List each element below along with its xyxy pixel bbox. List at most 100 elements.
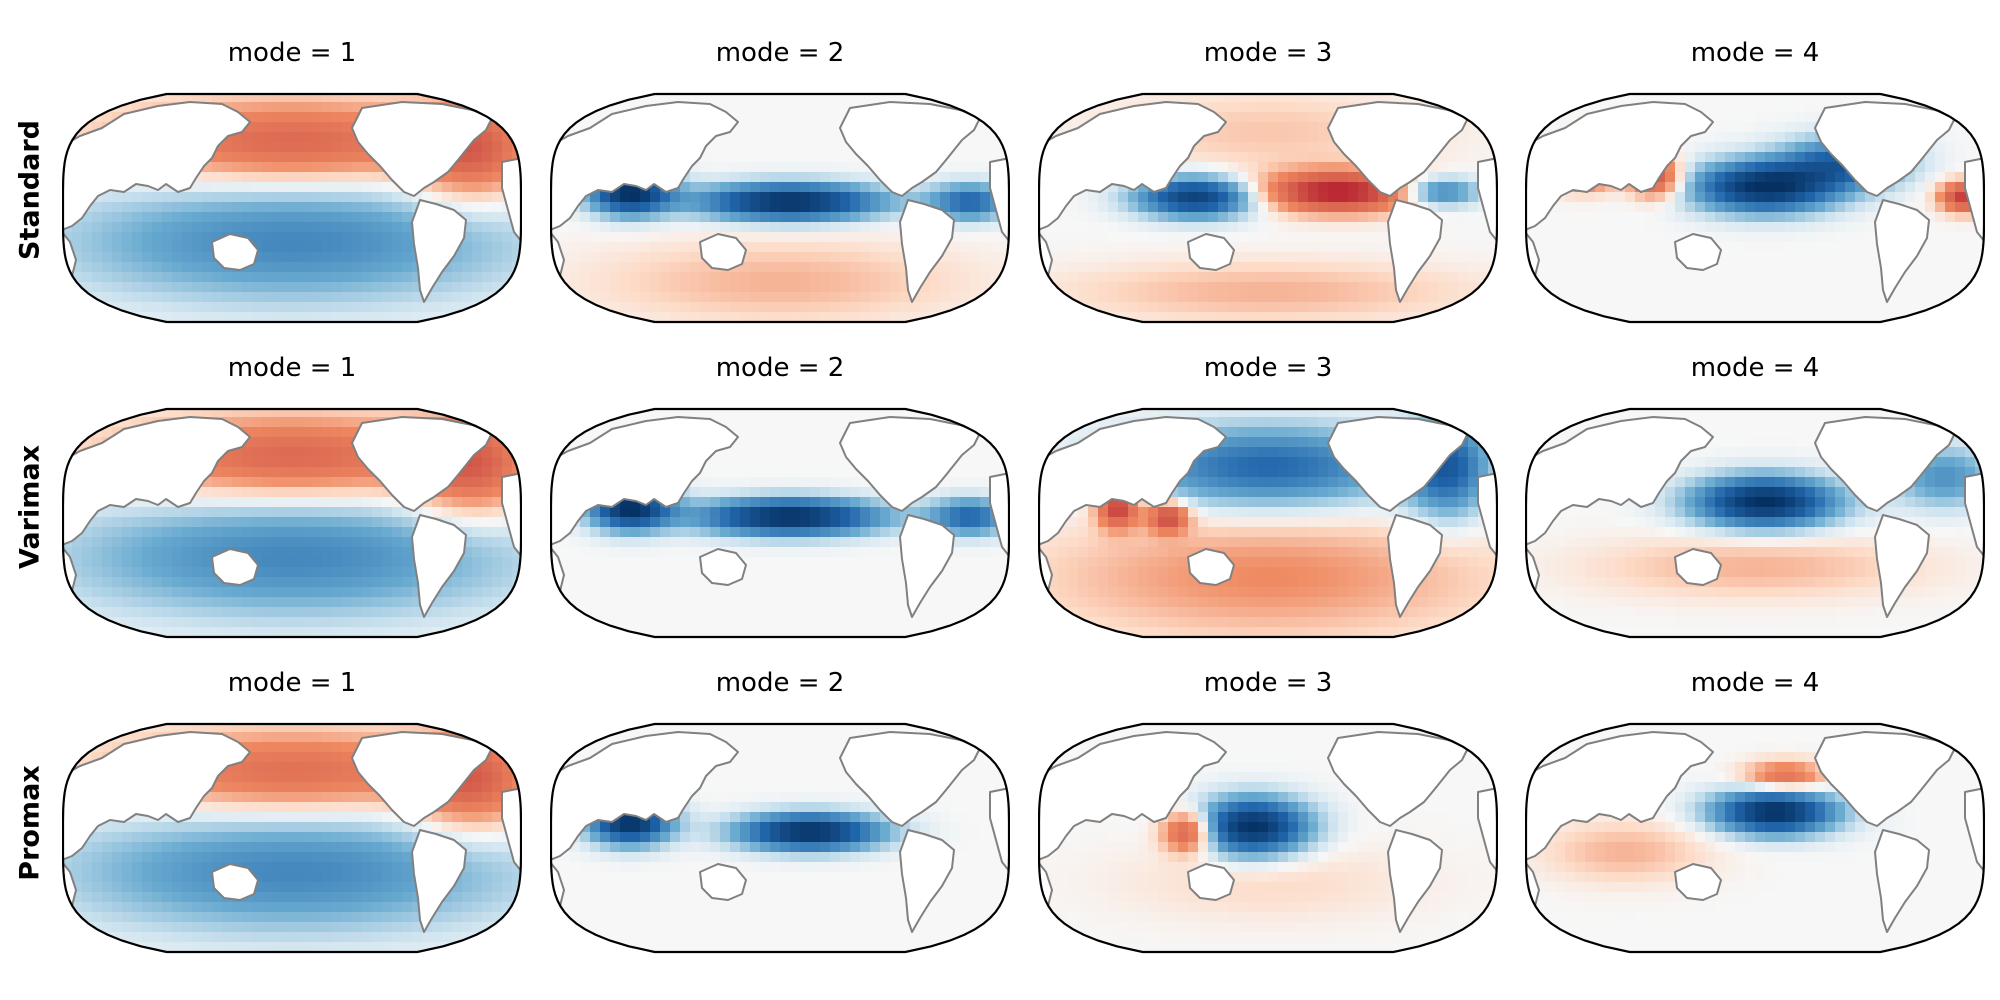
landmass <box>551 416 739 546</box>
panel-title: mode = 1 <box>227 353 357 383</box>
map <box>1038 92 1498 324</box>
landmass <box>63 731 251 861</box>
landmass <box>411 199 467 303</box>
map-svg <box>1038 407 1498 639</box>
panel-promax-mode-1: mode = 1 <box>62 666 522 954</box>
landmass <box>1457 412 1491 434</box>
landmass <box>1964 157 1984 243</box>
panel-title: mode = 2 <box>715 38 845 68</box>
landmass <box>1477 787 1497 873</box>
panel-standard-mode-3: mode = 3 <box>1038 36 1498 324</box>
landmass <box>501 157 521 243</box>
landmass <box>1187 548 1235 586</box>
map-frame <box>550 92 1010 324</box>
map <box>550 407 1010 639</box>
landmass <box>989 472 1009 558</box>
landmass <box>989 787 1009 873</box>
landmass <box>501 472 521 558</box>
map-frame <box>550 722 1010 954</box>
map-svg <box>1525 92 1985 324</box>
map-svg <box>62 407 522 639</box>
landmass <box>1944 727 1978 749</box>
map <box>62 722 522 954</box>
continents <box>1526 97 1984 303</box>
panel-title: mode = 4 <box>1690 38 1820 68</box>
row-label-varimax: Varimax <box>14 445 46 569</box>
map-frame <box>1525 722 1985 954</box>
map <box>1038 722 1498 954</box>
continents <box>1526 727 1984 933</box>
panel-varimax-mode-3: mode = 3 <box>1038 351 1498 639</box>
landmass <box>1039 416 1227 546</box>
panel-standard-mode-2: mode = 2 <box>550 36 1010 324</box>
map <box>1525 407 1985 639</box>
panel-title: mode = 3 <box>1203 38 1333 68</box>
landmass <box>1674 863 1722 901</box>
landmass <box>1387 514 1443 618</box>
panel-title: mode = 3 <box>1203 668 1333 698</box>
panel-title: mode = 1 <box>227 668 357 698</box>
continents <box>63 727 521 933</box>
landmass <box>969 412 1003 434</box>
landmass <box>989 157 1009 243</box>
landmass <box>411 829 467 933</box>
landmass <box>1944 97 1978 119</box>
map-frame <box>62 407 522 639</box>
landmass <box>1187 233 1235 271</box>
map-svg <box>550 407 1010 639</box>
landmass <box>211 863 259 901</box>
continents <box>551 412 1009 618</box>
panel-standard-mode-1: mode = 1 <box>62 36 522 324</box>
map-svg <box>62 92 522 324</box>
map <box>550 92 1010 324</box>
landmass <box>1964 472 1984 558</box>
map-svg <box>1525 722 1985 954</box>
panel-title: mode = 2 <box>715 353 845 383</box>
map <box>1038 407 1498 639</box>
continents <box>1039 97 1497 303</box>
panel-promax-mode-3: mode = 3 <box>1038 666 1498 954</box>
continents <box>63 412 521 618</box>
landmass <box>1526 416 1714 546</box>
map-svg <box>550 92 1010 324</box>
panel-promax-mode-4: mode = 4 <box>1525 666 1985 954</box>
landmass <box>551 101 739 231</box>
landmass <box>1526 731 1714 861</box>
panel-varimax-mode-4: mode = 4 <box>1525 351 1985 639</box>
landmass <box>481 727 515 749</box>
landmass <box>1674 233 1722 271</box>
landmass <box>211 233 259 271</box>
landmass <box>969 97 1003 119</box>
landmass <box>411 514 467 618</box>
landmass <box>1457 97 1491 119</box>
landmass <box>1944 412 1978 434</box>
map <box>1525 722 1985 954</box>
row-label-standard: Standard <box>14 120 46 260</box>
landmass <box>699 548 747 586</box>
panel-standard-mode-4: mode = 4 <box>1525 36 1985 324</box>
landmass <box>1874 199 1930 303</box>
landmass <box>969 727 1003 749</box>
landmass <box>1387 829 1443 933</box>
panel-title: mode = 3 <box>1203 353 1333 383</box>
landmass <box>1477 157 1497 243</box>
landmass <box>63 416 251 546</box>
row-label-promax: Promax <box>14 765 46 881</box>
map-frame <box>62 92 522 324</box>
continents <box>1526 412 1984 618</box>
landmass <box>1874 514 1930 618</box>
map-svg <box>1038 722 1498 954</box>
panel-title: mode = 1 <box>227 38 357 68</box>
landmass <box>1387 199 1443 303</box>
landmass <box>1457 727 1491 749</box>
landmass <box>699 863 747 901</box>
map-frame <box>62 722 522 954</box>
map <box>62 407 522 639</box>
map-svg <box>1525 407 1985 639</box>
landmass <box>1187 863 1235 901</box>
continents <box>63 97 521 303</box>
map-frame <box>1038 407 1498 639</box>
landmass <box>481 97 515 119</box>
map-frame <box>1525 92 1985 324</box>
landmass <box>1039 731 1227 861</box>
